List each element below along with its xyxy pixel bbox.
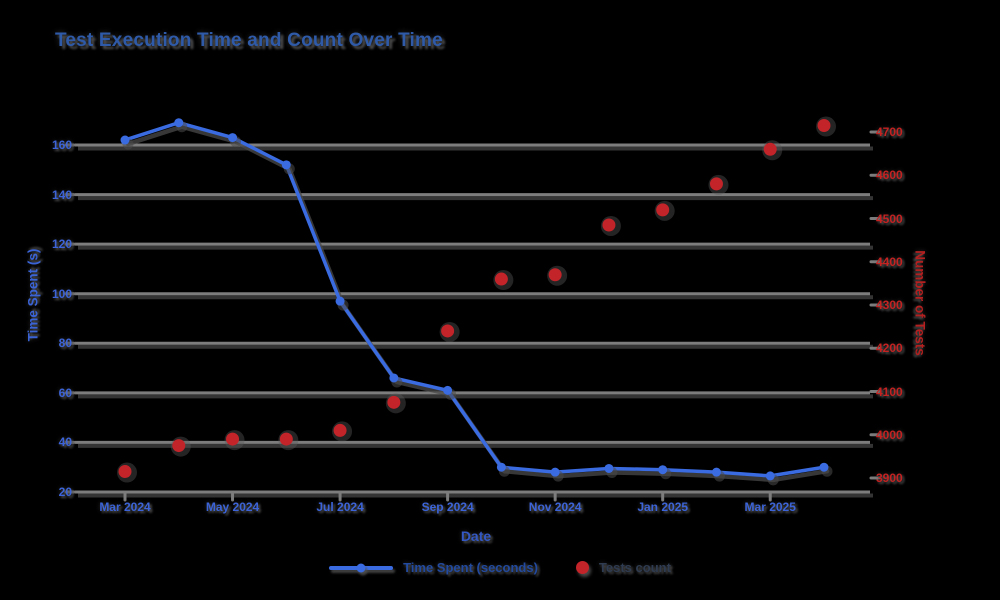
legend-item-label: Time Spent (seconds) [403,560,538,575]
legend-item-time-spent[interactable]: Time Spent (seconds) [329,560,538,575]
time-spent-point [389,373,399,383]
x-tick-label: Jan 2025 [637,500,689,514]
tests-count-point [602,218,616,232]
time-spent-line-series[interactable] [120,118,833,486]
tests-count-point [387,395,401,409]
time-spent-point [819,462,829,472]
y-right-tick-label: 4500 [876,211,903,226]
legend-item-label: Tests count [598,560,671,575]
x-tick-label: Mar 2024 [99,500,151,514]
x-tick-label: Sep 2024 [421,500,474,514]
time-spent-point [604,463,614,473]
tests-count-point [172,439,186,453]
y-right-tick-label: 4700 [876,125,903,139]
y-right-tick-label: 4100 [876,384,903,399]
y-left-tick-label: 20 [58,485,72,499]
tests-count-scatter-series[interactable] [117,116,836,483]
tests-count-point [118,465,132,479]
time-spent-point [550,467,560,477]
legend: Time Spent (seconds) Tests count [0,560,1000,575]
tests-count-point [441,324,455,338]
tests-count-point [548,268,562,282]
tests-count-point [226,432,240,446]
tests-count-point [763,142,777,156]
time-spent-point [496,462,506,472]
time-spent-point [765,471,775,481]
time-spent-point [174,118,184,128]
x-tick-label: May 2024 [205,500,260,514]
x-tick-label: Jul 2024 [316,500,364,514]
chart-title: Test Execution Time and Count Over Time [55,30,443,51]
legend-item-tests-count[interactable]: Tests count [575,560,671,575]
x-axis-title: Date [460,528,492,544]
y-left-tick-label: 120 [51,237,72,252]
y-left-tick-label: 160 [51,138,72,152]
time-spent-point [281,160,291,170]
tests-count-point [279,432,293,446]
y-left-tick-label: 140 [51,187,72,202]
y-left-tick-label: 80 [58,336,72,351]
y-right-tick-label: 4200 [876,341,903,356]
x-tick-label: Mar 2025 [744,500,796,514]
y-right-tick-label: 3900 [876,471,903,485]
tests-count-point [494,272,508,286]
y-left-tick-label: 60 [58,385,72,400]
tests-count-point [709,177,723,191]
time-spent-point [443,385,453,395]
y-left-tick-label: 100 [51,286,72,301]
time-spent-point [335,296,345,306]
legend-dot-marker-icon [575,561,589,574]
legend-line-marker-icon [329,561,394,575]
y-left-tick-label: 40 [58,435,72,450]
time-spent-point [711,467,721,477]
time-spent-point [658,465,668,475]
y-right-tick-label: 4300 [876,298,903,312]
tests-count-point [656,203,670,217]
tests-count-point [333,423,347,437]
y-axis-title-right: Number of Tests [912,250,928,356]
y-right-tick-label: 4400 [876,254,903,269]
x-tick-label: Nov 2024 [528,500,582,514]
y-axis-title-left: Time Spent (s) [25,248,41,342]
time-spent-point [228,133,238,143]
y-right-tick-label: 4600 [876,168,903,183]
time-spent-point [120,135,130,145]
tests-count-point [817,119,831,133]
y-right-tick-label: 4000 [876,427,903,442]
